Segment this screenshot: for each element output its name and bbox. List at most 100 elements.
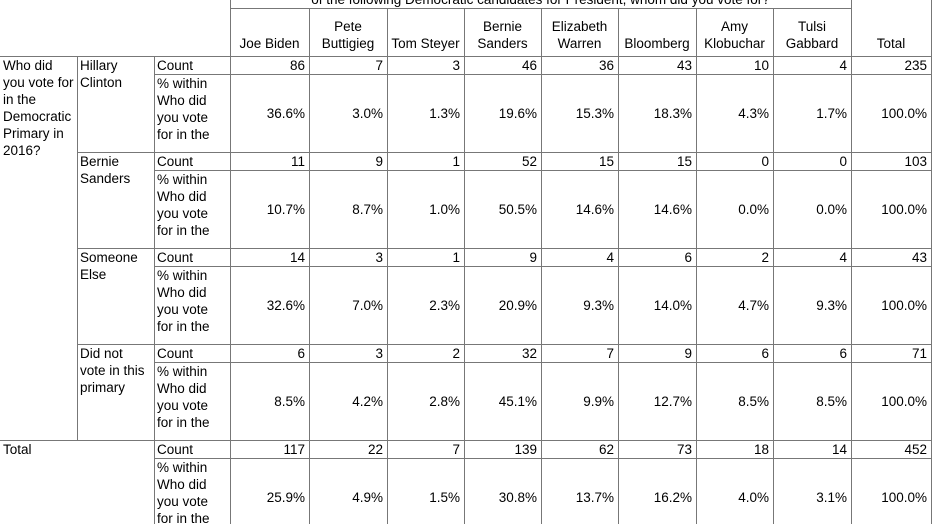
percent-cell: 20.9%: [464, 266, 542, 345]
column-header: Total: [851, 0, 932, 57]
percent-cell: 8.5%: [230, 362, 310, 441]
column-header: Bernie Sanders: [464, 8, 542, 57]
percent-cell: 19.6%: [464, 74, 542, 153]
percent-cell: 9.9%: [541, 362, 619, 441]
column-header: Amy Klobuchar: [696, 8, 774, 57]
count-cell: 103: [851, 152, 932, 171]
percent-cell: 15.3%: [541, 74, 619, 153]
count-cell: 0: [696, 152, 774, 171]
count-cell: 452: [851, 440, 932, 459]
count-cell: 62: [541, 440, 619, 459]
percent-cell: 4.3%: [696, 74, 774, 153]
percent-cell: 14.6%: [541, 170, 619, 249]
percent-cell: 32.6%: [230, 266, 310, 345]
percent-cell: 4.9%: [309, 458, 388, 524]
count-cell: 4: [541, 248, 619, 267]
count-cell: 46: [464, 56, 542, 75]
percent-cell: 100.0%: [851, 362, 932, 441]
count-cell: 3: [387, 56, 465, 75]
percent-cell: 2.3%: [387, 266, 465, 345]
count-cell: 71: [851, 344, 932, 363]
count-cell: 43: [618, 56, 697, 75]
column-header: Bloomberg: [618, 8, 697, 57]
count-cell: 32: [464, 344, 542, 363]
percent-cell: 100.0%: [851, 170, 932, 249]
percent-cell: 100.0%: [851, 74, 932, 153]
count-cell: 9: [618, 344, 697, 363]
count-cell: 6: [773, 344, 852, 363]
count-cell: 2: [696, 248, 774, 267]
percent-cell: 2.8%: [387, 362, 465, 441]
stat-label: % within Who did you vote for in the: [154, 458, 231, 524]
stat-label: Count: [154, 152, 231, 171]
count-cell: 73: [618, 440, 697, 459]
count-cell: 10: [696, 56, 774, 75]
percent-cell: 9.3%: [773, 266, 852, 345]
percent-cell: 10.7%: [230, 170, 310, 249]
count-cell: 15: [618, 152, 697, 171]
count-cell: 4: [773, 248, 852, 267]
count-cell: 9: [309, 152, 388, 171]
stat-label: Count: [154, 440, 231, 459]
percent-cell: 25.9%: [230, 458, 310, 524]
count-cell: 2: [387, 344, 465, 363]
count-cell: 14: [230, 248, 310, 267]
count-cell: 18: [696, 440, 774, 459]
percent-cell: 1.0%: [387, 170, 465, 249]
stat-label: Count: [154, 56, 231, 75]
percent-cell: 0.0%: [773, 170, 852, 249]
row-label: Someone Else: [77, 248, 155, 345]
count-cell: 117: [230, 440, 310, 459]
count-cell: 1: [387, 248, 465, 267]
stat-label: % within Who did you vote for in the: [154, 74, 231, 153]
stat-label: Count: [154, 248, 231, 267]
count-cell: 15: [541, 152, 619, 171]
count-cell: 1: [387, 152, 465, 171]
count-cell: 9: [464, 248, 542, 267]
percent-cell: 16.2%: [618, 458, 697, 524]
stat-label: % within Who did you vote for in the: [154, 362, 231, 441]
percent-cell: 30.8%: [464, 458, 542, 524]
row-variable: Who did you vote for in the Democratic P…: [0, 56, 78, 441]
percent-cell: 1.7%: [773, 74, 852, 153]
count-cell: 7: [541, 344, 619, 363]
count-cell: 7: [387, 440, 465, 459]
percent-cell: 4.2%: [309, 362, 388, 441]
column-header: Tom Steyer: [387, 8, 465, 57]
count-cell: 139: [464, 440, 542, 459]
header-corner: [0, 0, 231, 57]
percent-cell: 7.0%: [309, 266, 388, 345]
count-cell: 7: [309, 56, 388, 75]
column-header: Pete Buttigieg: [309, 8, 388, 57]
row-label: Total: [0, 440, 155, 524]
percent-cell: 50.5%: [464, 170, 542, 249]
percent-cell: 100.0%: [851, 266, 932, 345]
percent-cell: 3.0%: [309, 74, 388, 153]
percent-cell: 8.7%: [309, 170, 388, 249]
percent-cell: 8.5%: [773, 362, 852, 441]
count-cell: 6: [230, 344, 310, 363]
percent-cell: 1.3%: [387, 74, 465, 153]
stat-label: % within Who did you vote for in the: [154, 266, 231, 345]
count-cell: 14: [773, 440, 852, 459]
percent-cell: 8.5%: [696, 362, 774, 441]
percent-cell: 9.3%: [541, 266, 619, 345]
count-cell: 235: [851, 56, 932, 75]
stat-label: Count: [154, 344, 231, 363]
percent-cell: 45.1%: [464, 362, 542, 441]
percent-cell: 13.7%: [541, 458, 619, 524]
count-cell: 52: [464, 152, 542, 171]
count-cell: 22: [309, 440, 388, 459]
percent-cell: 36.6%: [230, 74, 310, 153]
count-cell: 6: [618, 248, 697, 267]
percent-cell: 4.7%: [696, 266, 774, 345]
percent-cell: 14.0%: [618, 266, 697, 345]
percent-cell: 100.0%: [851, 458, 932, 524]
count-cell: 36: [541, 56, 619, 75]
column-header: Joe Biden: [230, 8, 310, 57]
row-label: Bernie Sanders: [77, 152, 155, 249]
percent-cell: 0.0%: [696, 170, 774, 249]
count-cell: 4: [773, 56, 852, 75]
count-cell: 11: [230, 152, 310, 171]
